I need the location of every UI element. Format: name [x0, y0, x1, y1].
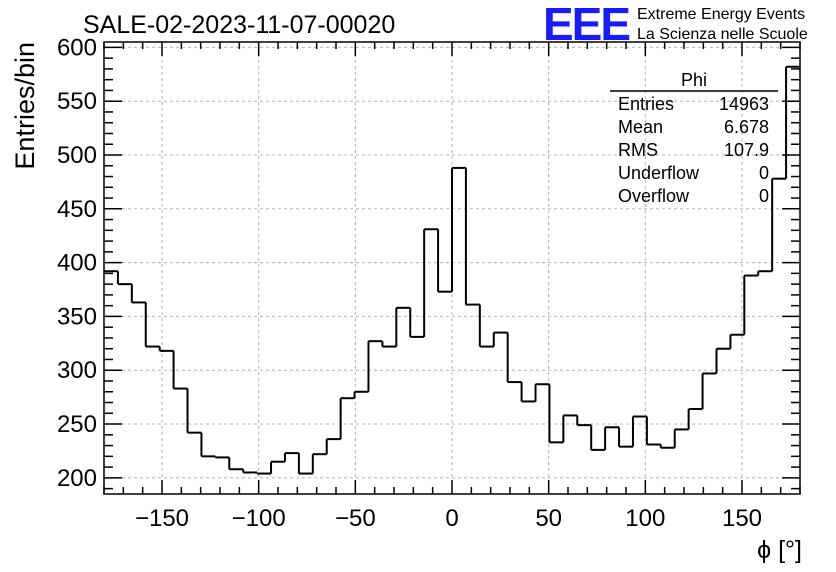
- x-tick-label: 150: [722, 505, 762, 532]
- x-tick-label: 50: [535, 505, 562, 532]
- x-tick-label: −50: [335, 505, 376, 532]
- stats-title: Phi: [681, 70, 707, 90]
- y-tick-label: 550: [57, 88, 97, 115]
- y-tick-label: 400: [57, 250, 97, 277]
- stats-row-label: Mean: [618, 117, 663, 137]
- histogram-bars: [104, 65, 800, 475]
- y-tick-label: 350: [57, 303, 97, 330]
- y-tick-label: 200: [57, 465, 97, 492]
- stats-row-value: 107.9: [724, 140, 769, 160]
- y-tick-labels: 200 250 300 350 400 450 500 550 600: [57, 34, 97, 491]
- x-tick-label: −100: [232, 505, 286, 532]
- stats-row-label: Underflow: [618, 163, 700, 183]
- y-tick-label: 600: [57, 34, 97, 61]
- stats-rows: Entries 14963 Mean 6.678 RMS 107.9 Underflow 0 O…: [618, 94, 769, 206]
- eee-logo-line2: La Scienza nelle Scuole: [637, 26, 808, 43]
- axis-ticks: [103, 42, 801, 494]
- y-tick-label: 250: [57, 411, 97, 438]
- stats-row-label: RMS: [618, 140, 658, 160]
- x-tick-labels: −150 −100 −50 0 50 100 150: [135, 505, 762, 532]
- x-axis-label: ϕ [°]: [757, 536, 802, 564]
- x-tick-label: 100: [625, 505, 665, 532]
- y-tick-label: 300: [57, 357, 97, 384]
- stats-row-value: 6.678: [724, 117, 769, 137]
- stats-box: Phi Entries 14963 Mean 6.678 RMS 107.9 Underfl…: [610, 70, 778, 206]
- y-axis-label: Entries/bin: [10, 42, 40, 170]
- stats-row-value: 0: [759, 163, 769, 183]
- y-tick-label: 500: [57, 142, 97, 169]
- stats-row-value: 14963: [719, 94, 769, 114]
- stats-row-label: Overflow: [618, 186, 690, 206]
- eee-logo-line1: Extreme Energy Events: [637, 6, 805, 23]
- x-tick-label: 0: [445, 505, 458, 532]
- eee-logo: EEE Extreme Energy Events La Scienza nel…: [543, 0, 808, 50]
- stats-row-label: Entries: [618, 94, 674, 114]
- y-tick-label: 450: [57, 196, 97, 223]
- chart-title: SALE-02-2023-11-07-00020: [83, 11, 395, 39]
- stats-row-value: 0: [759, 186, 769, 206]
- x-tick-label: −150: [135, 505, 189, 532]
- eee-logo-mark: EEE: [543, 0, 629, 50]
